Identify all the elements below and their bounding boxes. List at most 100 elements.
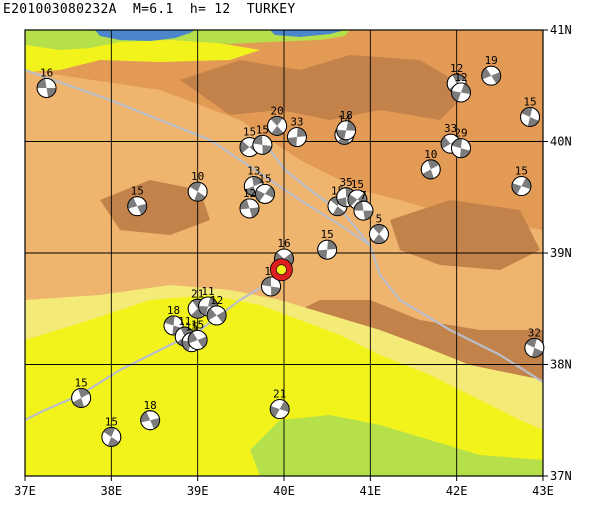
- x-tick-label: 42E: [446, 484, 468, 498]
- terrain-dark-ridges: [100, 55, 540, 270]
- beachball-compression: [262, 144, 272, 155]
- beachball-compression: [271, 286, 281, 296]
- depth-label: 12: [243, 187, 256, 200]
- beachball-compression: [78, 388, 90, 398]
- beachball-rim: [261, 276, 281, 297]
- beachball-rim: [206, 305, 227, 326]
- beachball-rim: [101, 427, 122, 447]
- depth-label: 10: [191, 170, 204, 183]
- beachball-compression: [353, 201, 364, 211]
- beachball-compression: [270, 405, 280, 418]
- beachball-compression: [279, 400, 290, 413]
- depth-label: 15: [131, 185, 144, 198]
- depth-label: 18: [340, 109, 353, 122]
- beachball-compression: [190, 308, 203, 319]
- depth-label: 15: [523, 95, 536, 108]
- beachball-compression: [491, 72, 501, 84]
- x-tick-label: 37E: [14, 484, 36, 498]
- beachball-compression: [207, 308, 217, 321]
- depth-label: 19: [485, 54, 498, 67]
- depth-label: 7: [360, 189, 367, 202]
- focal-mechanism: 12: [206, 294, 227, 326]
- beachball-rim: [36, 78, 57, 98]
- y-tick-label: 38N: [550, 358, 572, 372]
- beachball-rim: [187, 330, 208, 350]
- beachball-rim: [317, 239, 338, 260]
- beachball-compression: [72, 397, 85, 408]
- beachball-compression: [347, 194, 358, 207]
- depth-label: 20: [270, 104, 283, 117]
- beachball-compression: [284, 252, 294, 265]
- focal-mechanism: 11: [198, 285, 218, 317]
- depth-label: 10: [424, 148, 437, 161]
- plate-boundary: [25, 68, 543, 383]
- beachball-rim: [140, 410, 161, 431]
- depth-label: 15: [351, 178, 364, 191]
- beachball-compression: [164, 315, 175, 326]
- focal-mechanism: 7: [353, 189, 374, 221]
- fault-line-east: [269, 149, 371, 246]
- beachball-rim: [336, 120, 357, 141]
- beachball-rim: [511, 176, 532, 197]
- beachball-rim: [252, 134, 273, 155]
- focal-mechanism: 29: [451, 127, 471, 159]
- beachball-rim: [255, 183, 275, 204]
- beachball-rim: [451, 82, 471, 103]
- beachball-compression: [511, 183, 522, 195]
- focal-mechanism: 12: [239, 187, 260, 219]
- focal-mechanism: 15: [187, 318, 208, 350]
- depth-label: 15: [515, 165, 528, 178]
- x-tick-label: 40E: [273, 484, 295, 498]
- focal-mechanism: 5: [369, 213, 389, 244]
- focal-mechanism: 15: [71, 376, 92, 408]
- beachball-rim: [239, 198, 260, 219]
- beachball-compression: [197, 336, 208, 349]
- beachball-compression: [452, 74, 465, 84]
- beachball-compression: [216, 310, 227, 323]
- beachball-compression: [372, 224, 385, 235]
- focal-mechanism: 16: [36, 66, 57, 98]
- beachball-compression: [198, 305, 209, 316]
- focal-mechanism: 15: [520, 95, 540, 127]
- beachball-rim: [353, 200, 374, 221]
- beachball-compression: [261, 276, 272, 287]
- beachball-compression: [451, 138, 463, 149]
- beachball-compression: [373, 234, 386, 244]
- beachball-compression: [336, 197, 347, 207]
- y-tick-label: 40N: [550, 135, 572, 149]
- mainshock: [270, 258, 293, 282]
- beachball-compression: [180, 327, 193, 337]
- depth-label: 12: [210, 294, 223, 307]
- beachball-compression: [332, 206, 345, 216]
- beachball-compression: [189, 182, 202, 192]
- beachball-compression: [265, 186, 275, 199]
- depth-label: 21: [191, 287, 204, 300]
- focal-mechanism: 15: [101, 415, 122, 447]
- beachball-compression: [317, 249, 328, 260]
- depth-label: 18: [144, 399, 157, 412]
- y-tick-label: 37N: [550, 469, 572, 483]
- focal-mechanism: 21: [269, 388, 290, 420]
- depth-label: 15: [105, 415, 118, 428]
- depth-label: 33: [444, 122, 457, 135]
- depth-label: 15: [321, 228, 334, 241]
- beachball-compression: [427, 159, 440, 170]
- focal-mechanism: 15: [252, 123, 273, 155]
- beachball-rim: [127, 196, 148, 217]
- depth-label: 15: [256, 123, 269, 136]
- beachball-compression: [327, 240, 337, 250]
- beachball-compression: [346, 121, 356, 131]
- beachball-compression: [239, 199, 250, 210]
- depth-label: 21: [273, 388, 286, 401]
- beachball-compression: [481, 67, 492, 80]
- depth-label: 12: [450, 62, 463, 75]
- beachball-rim: [524, 337, 545, 358]
- focal-mechanism: 18: [140, 399, 161, 431]
- focal-mechanism: 10: [420, 148, 441, 180]
- x-tick-label: 43E: [532, 484, 554, 498]
- beachball-compression: [37, 78, 47, 88]
- y-tick-label: 41N: [550, 23, 572, 37]
- beachball-compression: [422, 169, 434, 179]
